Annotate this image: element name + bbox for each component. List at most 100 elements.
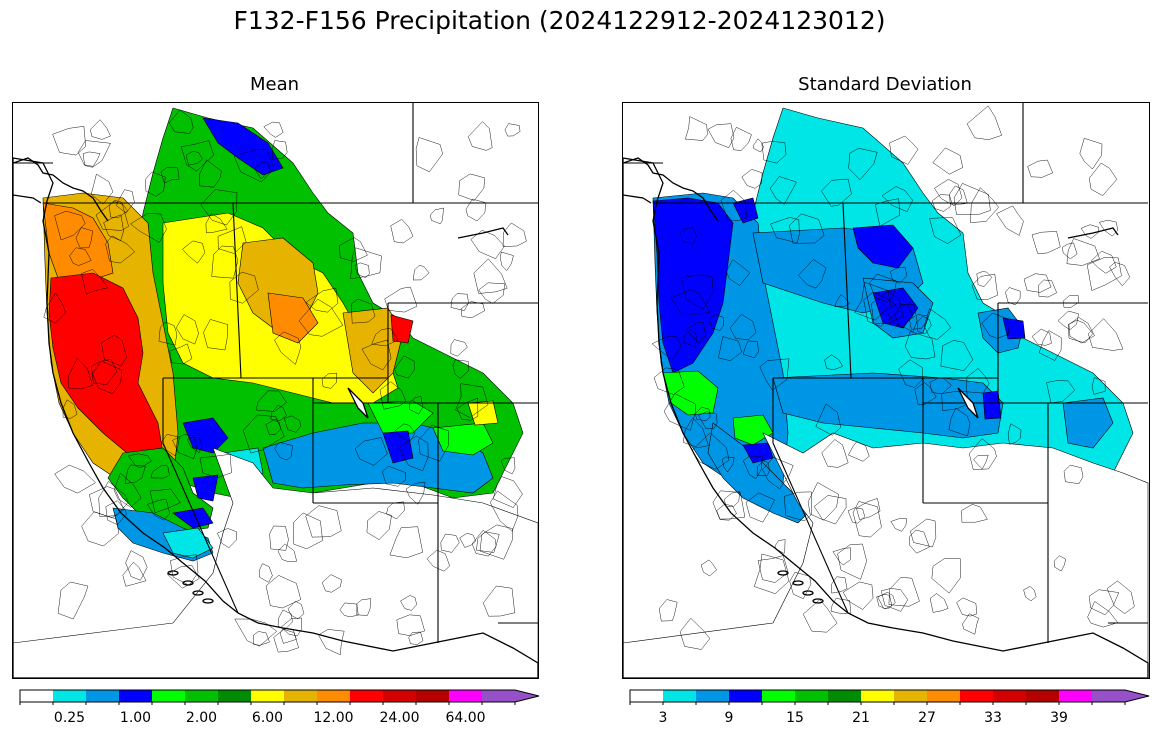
colorbar-tick-label: 3: [658, 710, 668, 726]
stddev-region: [732, 414, 774, 446]
basin: [415, 137, 443, 173]
basin: [929, 593, 949, 613]
basin: [1088, 318, 1124, 351]
basin: [284, 415, 301, 433]
basin: [754, 553, 790, 594]
basin: [305, 287, 339, 313]
stddev-region: [872, 287, 919, 329]
island: [167, 570, 179, 576]
basin: [483, 585, 515, 617]
basin: [90, 119, 111, 140]
basin: [973, 454, 989, 470]
basin: [904, 331, 936, 360]
basin: [832, 547, 851, 566]
island: [802, 590, 814, 596]
basin: [831, 576, 848, 594]
colorbar-bin: [696, 690, 730, 702]
basin: [742, 340, 759, 359]
basin: [729, 314, 757, 340]
basin: [116, 189, 135, 214]
basin: [350, 247, 382, 280]
colorbar-bin: [284, 690, 318, 702]
basin: [681, 274, 714, 310]
basin: [700, 559, 717, 577]
basin: [707, 123, 735, 148]
colorbar-bin: [449, 690, 483, 702]
basin: [186, 437, 203, 454]
basin: [52, 126, 86, 156]
basin: [105, 500, 127, 525]
basin: [1109, 262, 1131, 287]
basin: [682, 417, 709, 448]
basin: [356, 598, 372, 616]
basin: [914, 382, 937, 405]
great-salt-lake: [347, 387, 369, 419]
basin: [968, 438, 997, 470]
state-line: [842, 202, 852, 379]
colorbar-bin: [185, 690, 219, 702]
basin: [199, 159, 222, 188]
basin: [908, 529, 930, 554]
basin: [234, 618, 278, 647]
basin: [384, 286, 418, 313]
basin: [476, 531, 500, 553]
figure-title: F132-F156 Precipitation (2024122912-2024…: [233, 6, 886, 35]
basin: [255, 390, 287, 412]
basin: [970, 187, 999, 223]
basin: [396, 614, 425, 636]
basin: [450, 293, 469, 311]
colorbar-bin: [383, 690, 417, 702]
basin: [1038, 330, 1062, 361]
precip-region: [390, 314, 414, 344]
basin: [712, 490, 746, 520]
colorbar-tick-label: 24.00: [379, 710, 420, 726]
basin: [1061, 242, 1078, 260]
basin: [456, 397, 479, 421]
basin: [492, 476, 523, 508]
great-salt-lake: [957, 387, 979, 419]
precip-region: [262, 422, 494, 494]
basin: [89, 486, 125, 519]
basin: [1063, 464, 1084, 485]
basin: [875, 198, 901, 227]
colorbar-stddev: [629, 689, 1150, 705]
state-line: [232, 202, 242, 379]
colorbar-bin: [795, 690, 829, 702]
state-boundaries: [13, 103, 538, 643]
basin: [394, 423, 416, 443]
basin: [185, 150, 203, 166]
basin: [1088, 162, 1118, 196]
basin: [996, 205, 1024, 236]
basin: [948, 407, 971, 437]
colorbar-tick-label: 2.00: [185, 710, 218, 726]
colorbar-bin: [861, 690, 895, 702]
island: [192, 590, 204, 596]
basin: [916, 315, 932, 335]
basin: [716, 504, 737, 521]
map-stddev[interactable]: [622, 102, 1150, 679]
basin: [273, 629, 299, 653]
colorbar-tick-label: 21: [852, 710, 870, 726]
colorbar-tick-label: 39: [1050, 710, 1068, 726]
basin: [971, 273, 998, 300]
island: [812, 598, 824, 604]
basin: [366, 511, 392, 540]
basin: [405, 481, 426, 505]
basin: [54, 210, 86, 241]
stddev-region: [1062, 397, 1114, 449]
basin: [272, 140, 288, 160]
colorbar-bin: [762, 690, 796, 702]
basin: [966, 368, 990, 394]
basin: [211, 245, 239, 279]
basin: [258, 563, 273, 583]
basin: [1087, 601, 1119, 628]
basin: [168, 109, 194, 134]
basin: [149, 488, 181, 514]
basin: [1038, 279, 1057, 298]
island: [777, 570, 789, 576]
basin: [233, 149, 275, 183]
basin: [1005, 287, 1021, 306]
basin: [1068, 319, 1094, 344]
basin: [889, 135, 919, 165]
map-mean[interactable]: [12, 102, 539, 679]
